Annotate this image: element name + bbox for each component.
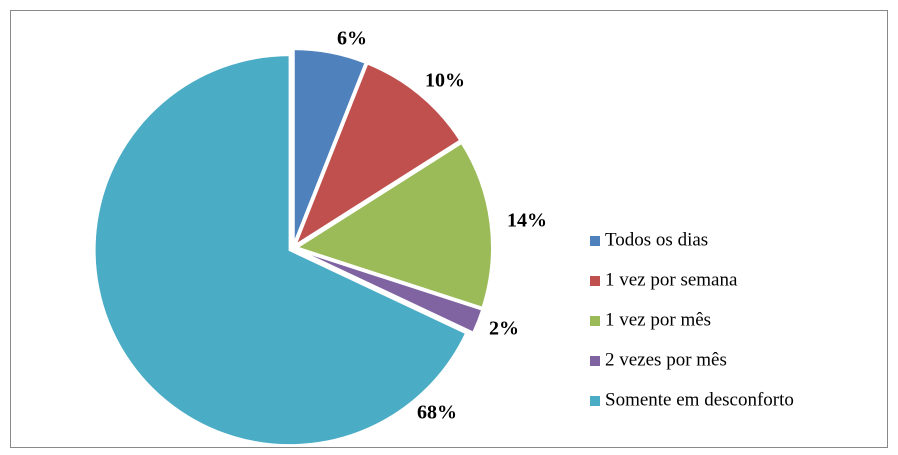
legend-label: 2 vezes por mês — [605, 349, 727, 370]
pie-slice — [292, 48, 367, 245]
data-label: 2% — [489, 318, 519, 340]
data-label: 14% — [507, 210, 547, 232]
legend-swatch — [590, 316, 600, 326]
legend-swatch — [590, 396, 600, 406]
legend-label: 1 vez por mês — [605, 309, 711, 330]
data-label: 10% — [425, 70, 465, 92]
legend-swatch — [590, 236, 600, 246]
pie-slice — [93, 54, 468, 447]
legend-label: 1 vez por semana — [605, 269, 738, 290]
data-label: 6% — [337, 28, 367, 50]
data-label: 68% — [417, 402, 457, 424]
pie-slice — [293, 62, 462, 248]
pie-slice — [294, 141, 493, 310]
pie-slice — [296, 248, 484, 334]
legend-swatch — [590, 276, 600, 286]
legend-label: Somente em desconforto — [605, 389, 794, 410]
legend-label: Todos os dias — [605, 229, 708, 250]
legend-swatch — [590, 356, 600, 366]
